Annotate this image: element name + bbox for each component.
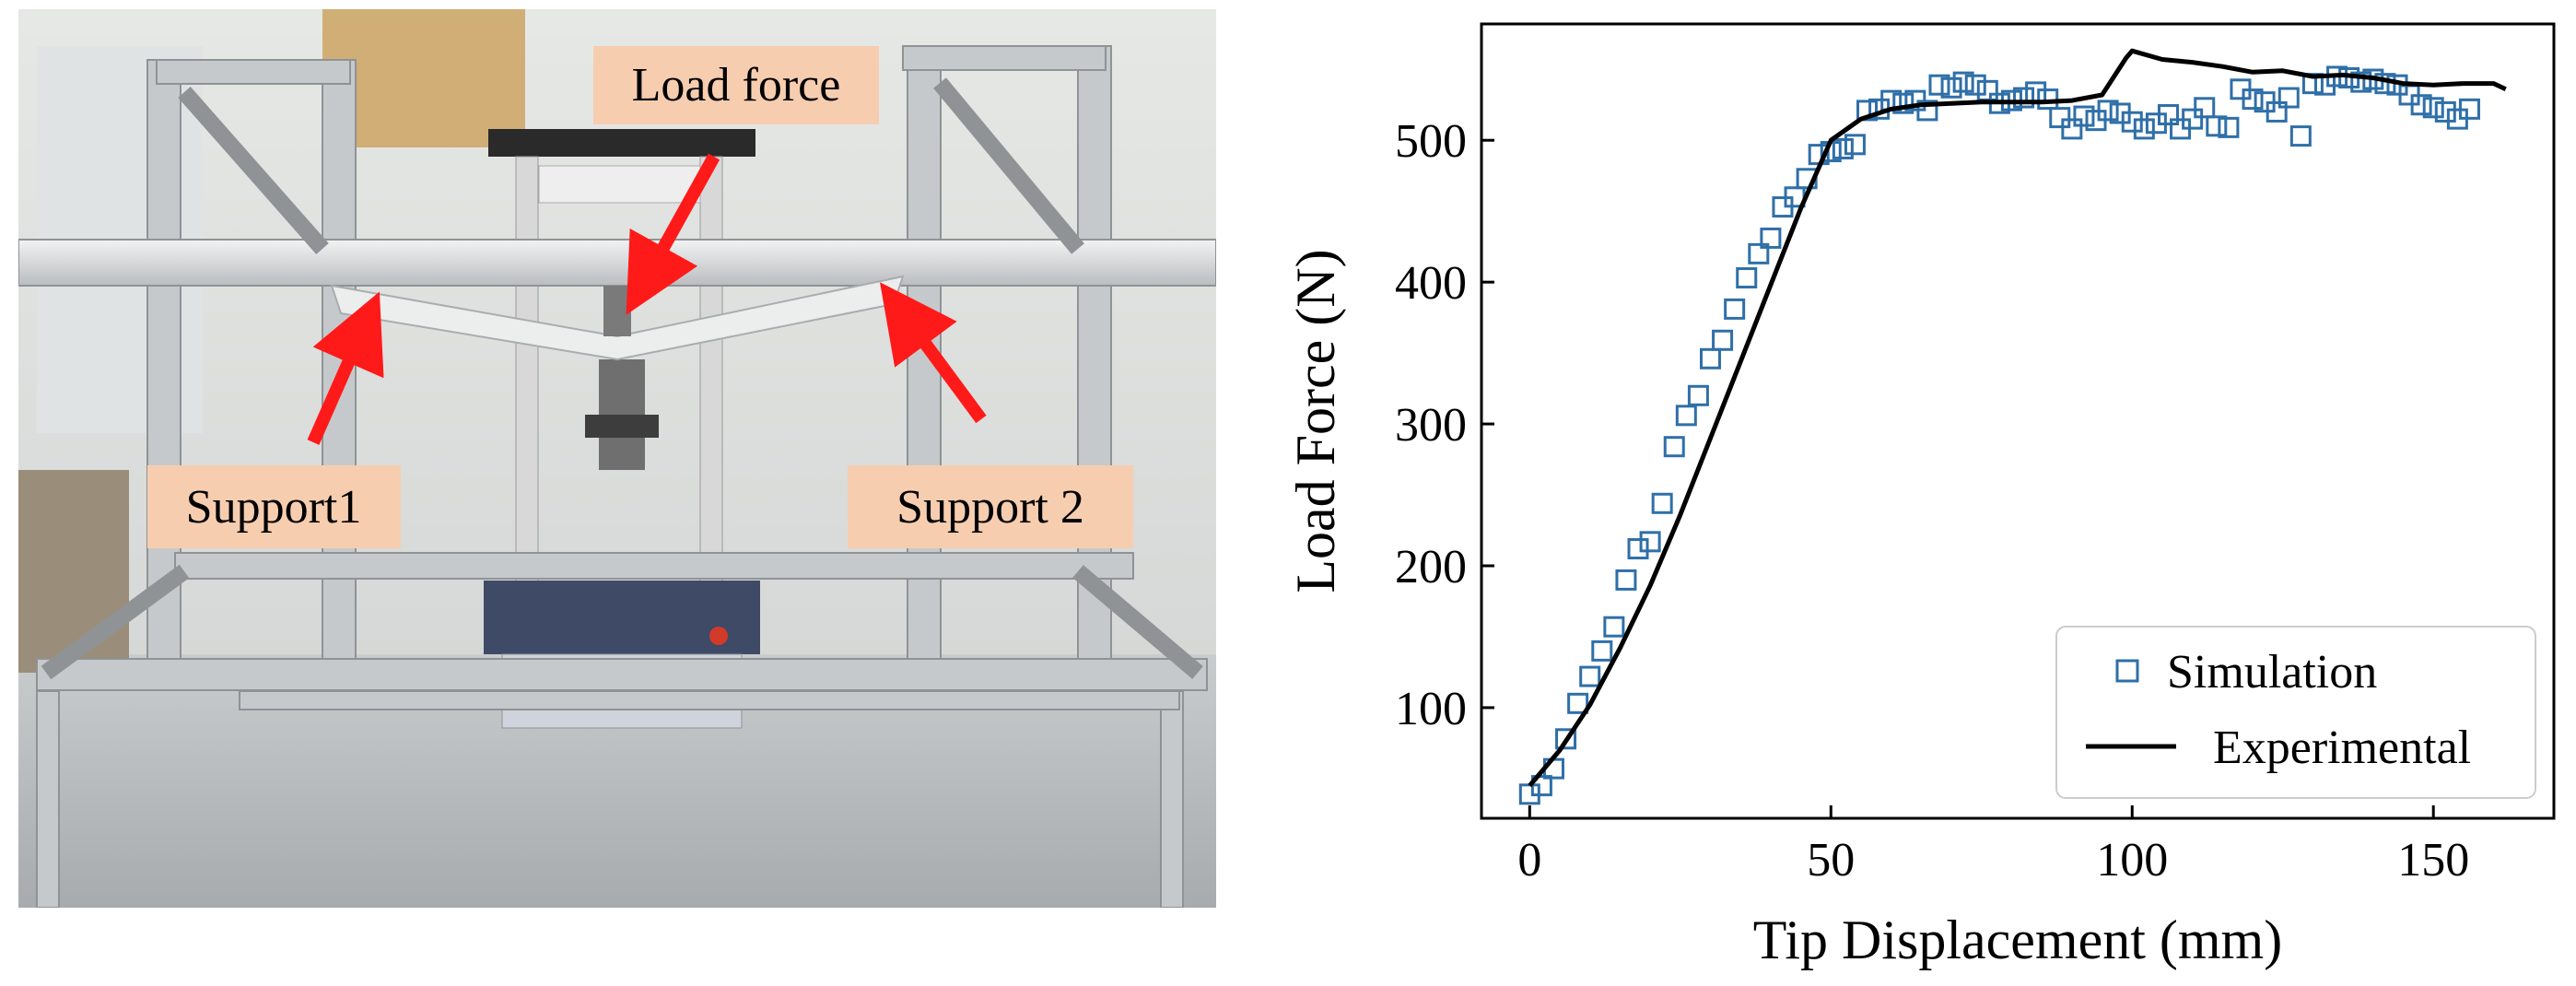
scatter-point-simulation (1736, 267, 1758, 289)
scatter-point-simulation (1856, 100, 1879, 122)
x-tick-label: 150 (2397, 834, 2469, 886)
scatter-point-simulation (1712, 329, 1734, 351)
scatter-point-simulation (1952, 71, 1974, 93)
plot-frame (1480, 22, 2556, 820)
scatter-point-simulation (2277, 87, 2300, 109)
callout-support1: Support1 (147, 465, 401, 548)
callout-support2-label: Support 2 (896, 481, 1084, 534)
scatter-point-simulation (1567, 692, 1589, 714)
arrow-load-force (626, 153, 720, 315)
scatter-point-simulation (1651, 492, 1673, 514)
scatter-point-simulation (2133, 118, 2155, 140)
photo-cabinet-left (18, 470, 129, 673)
legend-simulation-marker (2115, 659, 2139, 683)
y-tick-label: 400 (1395, 257, 1467, 310)
scatter-point-simulation (1675, 405, 1697, 427)
y-tick-label: 300 (1395, 399, 1467, 452)
scatter-point-simulation (1892, 92, 1914, 114)
legend: Simulation Experimental (2055, 626, 2536, 799)
arrow-support1 (307, 291, 384, 445)
y-tick-label: 100 (1395, 683, 1467, 735)
scatter-point-simulation (2121, 111, 2143, 133)
scatter-point-simulation (1760, 227, 1782, 249)
scatter-point-simulation (1687, 384, 1709, 406)
callout-support2: Support 2 (848, 465, 1133, 548)
scatter-point-simulation (1591, 640, 1613, 662)
x-tick-label: 0 (1517, 834, 1541, 886)
scatter-point-simulation (1627, 538, 1649, 560)
scatter-point-simulation (2061, 118, 2083, 140)
aluminium-frame (18, 45, 1216, 908)
scatter-point-simulation (1976, 79, 1998, 101)
scatter-point-simulation (2218, 116, 2240, 138)
scatter-point-simulation (2194, 97, 2216, 119)
y-axis-ticks: 100 200 300 400 500 (1395, 115, 1494, 735)
test-rig-photo: Load force Support1 Support 2 (18, 9, 1216, 908)
x-axis-ticks: 0 50 100 150 (1517, 805, 2469, 886)
scatter-point-simulation (1940, 76, 1962, 99)
scatter-point-simulation (2422, 97, 2444, 119)
load-displacement-chart: 0 50 100 150 100 200 300 400 500 Tip Displaceme… (1285, 22, 2556, 970)
plot-area (1518, 48, 2507, 805)
scatter-point-simulation (1928, 74, 1950, 96)
x-axis-label: Tip Displacement (mm) (1753, 910, 2282, 970)
scatter-point-simulation (1916, 100, 1938, 122)
scatter-point-simulation (2097, 100, 2119, 122)
series-line-experimental (1528, 48, 2507, 788)
scatter-point-simulation (2458, 98, 2480, 120)
scatter-point-simulation (1832, 137, 1854, 159)
scatter-point-simulation (2206, 115, 2228, 137)
scatter-point-simulation (1555, 728, 1577, 750)
callout-load-force: Load force (593, 46, 879, 124)
legend-box (2055, 626, 2536, 799)
x-tick-label: 100 (2096, 834, 2168, 886)
callout-support1-label: Support1 (186, 481, 362, 534)
scatter-point-simulation (2289, 125, 2312, 147)
legend-simulation-label: Simulation (2167, 646, 2377, 698)
scatter-point-simulation (2013, 87, 2035, 109)
scatter-point-simulation (1615, 569, 1637, 591)
scatter-point-simulation (2073, 105, 2095, 127)
scatter-point-simulation (1663, 436, 1685, 458)
scatter-point-simulation (2157, 104, 2179, 126)
scatter-point-simulation (1748, 242, 1770, 264)
y-axis-label: Load Force (N) (1285, 249, 1346, 593)
legend-experimental-label: Experimental (2213, 722, 2471, 774)
y-tick-label: 200 (1395, 541, 1467, 593)
scatter-point-simulation (2350, 71, 2372, 93)
scatter-point-simulation (2025, 81, 2047, 103)
scatter-point-simulation (1579, 665, 1601, 687)
scatter-point-simulation (2266, 100, 2288, 123)
x-tick-label: 50 (1807, 834, 1855, 886)
scatter-point-simulation (2434, 100, 2456, 123)
scatter-point-simulation (1603, 616, 1625, 638)
callout-load-force-label: Load force (632, 59, 841, 112)
scatter-point-simulation (2182, 108, 2204, 130)
y-tick-label: 500 (1395, 115, 1467, 168)
scatter-point-simulation (1844, 134, 1866, 156)
scatter-point-simulation (2242, 88, 2264, 111)
scatter-point-simulation (1699, 347, 1721, 370)
load-applicator (603, 286, 631, 336)
arrow-support2 (880, 282, 987, 424)
scatter-point-simulation (2410, 94, 2432, 116)
scatter-point-simulation (1964, 74, 1986, 96)
scatter-point-simulation (1724, 298, 1746, 320)
scatter-point-simulation (1639, 531, 1661, 553)
scatter-point-simulation (2049, 107, 2071, 129)
